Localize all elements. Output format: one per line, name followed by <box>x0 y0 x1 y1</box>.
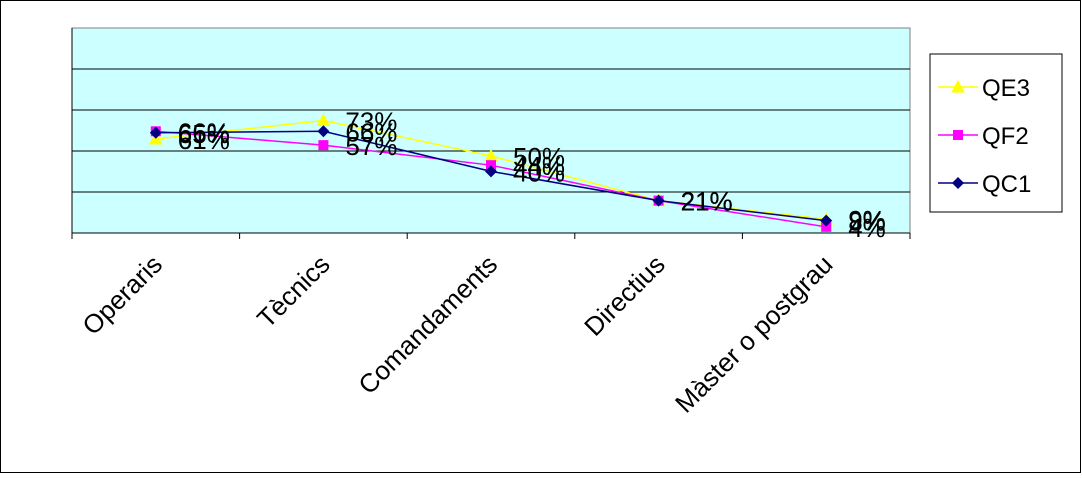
data-point-qc1 <box>485 165 497 178</box>
legend-label-qe3: QE3 <box>982 75 1030 102</box>
data-label-qc1: 21% <box>681 187 733 217</box>
label-layer: 61%73%50%21%9%66% 57%44%21%4%65% 66%40%21%… <box>178 106 886 242</box>
data-label-qe3: 73% <box>345 106 397 136</box>
data-label-qf2: 4% <box>848 213 886 243</box>
data-label-qe3: 9% <box>848 205 886 235</box>
data-point-qf2 <box>486 160 496 171</box>
data-label-qc1: 40% <box>513 157 565 187</box>
data-label-qc1: 8% <box>848 207 886 237</box>
legend-marker-qe3 <box>951 79 965 93</box>
data-label-qf2: 57% <box>345 131 397 161</box>
data-label-qf2: 44% <box>513 151 565 181</box>
data-point-qc1 <box>652 194 665 207</box>
data-label-qc1: 65% <box>178 119 230 149</box>
legend-marker-qf2 <box>953 130 963 140</box>
data-label-qe3: 21% <box>681 187 733 217</box>
legend-label-qc1: QC1 <box>982 171 1031 198</box>
legend: QE3 QF2 QC1 <box>929 53 1063 213</box>
data-point-qc1 <box>317 125 330 138</box>
data-label-qf2: 66% <box>178 117 230 147</box>
series-layer <box>148 113 834 232</box>
data-point-qc1 <box>149 126 162 139</box>
data-label-qc1: 66% <box>345 117 397 147</box>
data-point-qf2 <box>318 140 329 151</box>
legend-label-qf2: QF2 <box>982 123 1029 150</box>
legend-box <box>929 53 1063 213</box>
data-point-qc1 <box>820 214 833 227</box>
legend-marker-qc1 <box>952 177 964 189</box>
data-label-qf2: 21% <box>681 187 733 217</box>
plot-area <box>71 27 911 234</box>
data-label-qe3: 61% <box>178 125 230 155</box>
data-point-qf2 <box>821 221 832 232</box>
data-label-qe3: 50% <box>513 142 565 172</box>
